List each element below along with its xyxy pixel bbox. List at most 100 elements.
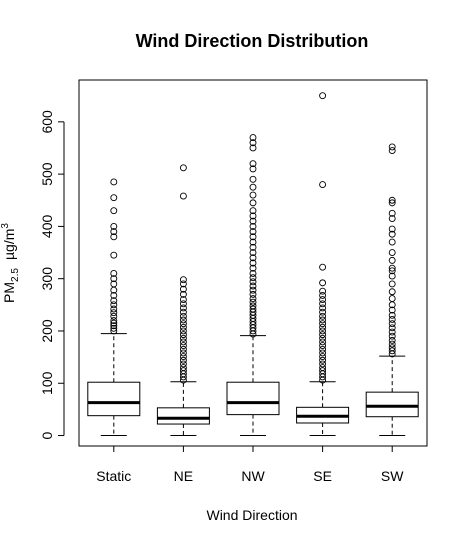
outlier-point	[388, 295, 396, 303]
outlier-point	[249, 160, 257, 168]
outlier-point	[249, 183, 257, 191]
x-tick-label: NW	[241, 468, 265, 484]
y-axis-label: PM2.5 µg/m3	[0, 223, 21, 303]
outlier-point	[249, 249, 257, 256]
outlier-point	[179, 345, 187, 353]
outlier-point	[388, 344, 396, 352]
outlier-point	[388, 256, 396, 264]
outlier-point	[319, 308, 327, 316]
outlier-point	[249, 238, 257, 246]
outlier-point	[249, 207, 257, 215]
outlier-point	[319, 342, 327, 350]
outlier-point	[110, 280, 118, 288]
outlier-point	[249, 191, 257, 199]
outlier-point	[319, 296, 327, 304]
y-tick-label: 0	[39, 431, 55, 439]
outlier-point	[249, 305, 257, 313]
outlier-point	[179, 353, 187, 361]
outlier-point	[249, 228, 257, 236]
outlier-point	[388, 347, 396, 355]
outlier-point	[179, 164, 187, 172]
y-axis: 0 100 200 300 400 500 600	[39, 110, 65, 439]
box-sw	[365, 143, 419, 437]
outlier-point	[249, 199, 257, 207]
outlier-point	[249, 259, 257, 267]
outlier-point	[319, 367, 327, 375]
iqr-box	[365, 391, 419, 418]
outlier-point	[179, 296, 187, 304]
outlier-point	[319, 353, 327, 361]
outlier-point	[388, 288, 396, 296]
outlier-point	[110, 275, 118, 283]
outlier-point	[249, 222, 257, 230]
x-axis-label: Wind Direction	[206, 507, 297, 523]
outlier-point	[179, 308, 187, 316]
outlier-point	[319, 349, 327, 357]
outlier-point	[388, 143, 396, 151]
y-tick-label: 100	[39, 371, 55, 395]
outlier-point	[249, 264, 257, 272]
x-tick-label: SW	[381, 468, 404, 484]
outlier-point	[110, 194, 118, 202]
outlier-point	[249, 217, 257, 225]
x-tick-label: SE	[313, 468, 332, 484]
box-se	[296, 92, 350, 437]
outlier-point	[249, 175, 257, 183]
outlier-point	[110, 251, 118, 259]
outlier-point	[179, 364, 187, 372]
outlier-point	[179, 290, 187, 298]
y-axis-label-unit: µg/m	[1, 229, 17, 260]
outlier-point	[110, 324, 118, 332]
outlier-point	[179, 338, 187, 346]
outlier-point	[319, 334, 327, 342]
outlier-point	[388, 267, 396, 275]
outlier-point	[249, 295, 257, 303]
outlier-point	[319, 291, 327, 299]
outlier-point	[179, 349, 187, 357]
outlier-point	[179, 285, 187, 293]
outlier-point	[179, 331, 187, 339]
outlier-point	[388, 328, 396, 336]
outlier-point	[319, 364, 327, 372]
outlier-point	[110, 319, 118, 327]
outlier-point	[179, 280, 187, 288]
chart-title: Wind Direction Distribution	[136, 31, 369, 51]
outlier-point	[319, 287, 327, 295]
outlier-point	[388, 332, 396, 340]
outlier-point	[110, 297, 118, 305]
outlier-point	[388, 264, 396, 272]
x-tick-label: Static	[96, 468, 131, 484]
outlier-point	[319, 345, 327, 353]
outlier-point	[110, 327, 118, 335]
outlier-point	[179, 320, 187, 328]
outlier-point	[388, 340, 396, 348]
y-tick-label: 600	[39, 110, 55, 134]
outlier-point	[388, 311, 396, 319]
box-nw	[226, 134, 280, 437]
outlier-point	[319, 312, 327, 320]
outlier-point	[110, 178, 118, 186]
y-axis-label-superscript: 3	[0, 223, 11, 229]
outlier-point	[179, 312, 187, 320]
outlier-point	[388, 280, 396, 288]
outlier-point	[319, 300, 327, 308]
y-tick-label: 200	[39, 319, 55, 343]
outlier-point	[388, 225, 396, 233]
outlier-point	[110, 222, 118, 230]
outlier-point	[249, 302, 257, 310]
outlier-point	[319, 323, 327, 331]
outlier-point	[110, 270, 118, 277]
y-tick-label: 400	[39, 215, 55, 239]
outlier-point	[249, 286, 257, 294]
outlier-point	[388, 249, 396, 256]
outlier-point	[249, 270, 257, 277]
outlier-point	[110, 312, 118, 320]
outlier-point	[319, 320, 327, 328]
outlier-point	[388, 320, 396, 328]
outlier-point	[110, 301, 118, 309]
outlier-point	[319, 356, 327, 364]
outlier-point	[249, 274, 257, 282]
outlier-point	[110, 309, 118, 317]
outlier-point	[319, 92, 327, 100]
iqr-box	[156, 407, 210, 425]
